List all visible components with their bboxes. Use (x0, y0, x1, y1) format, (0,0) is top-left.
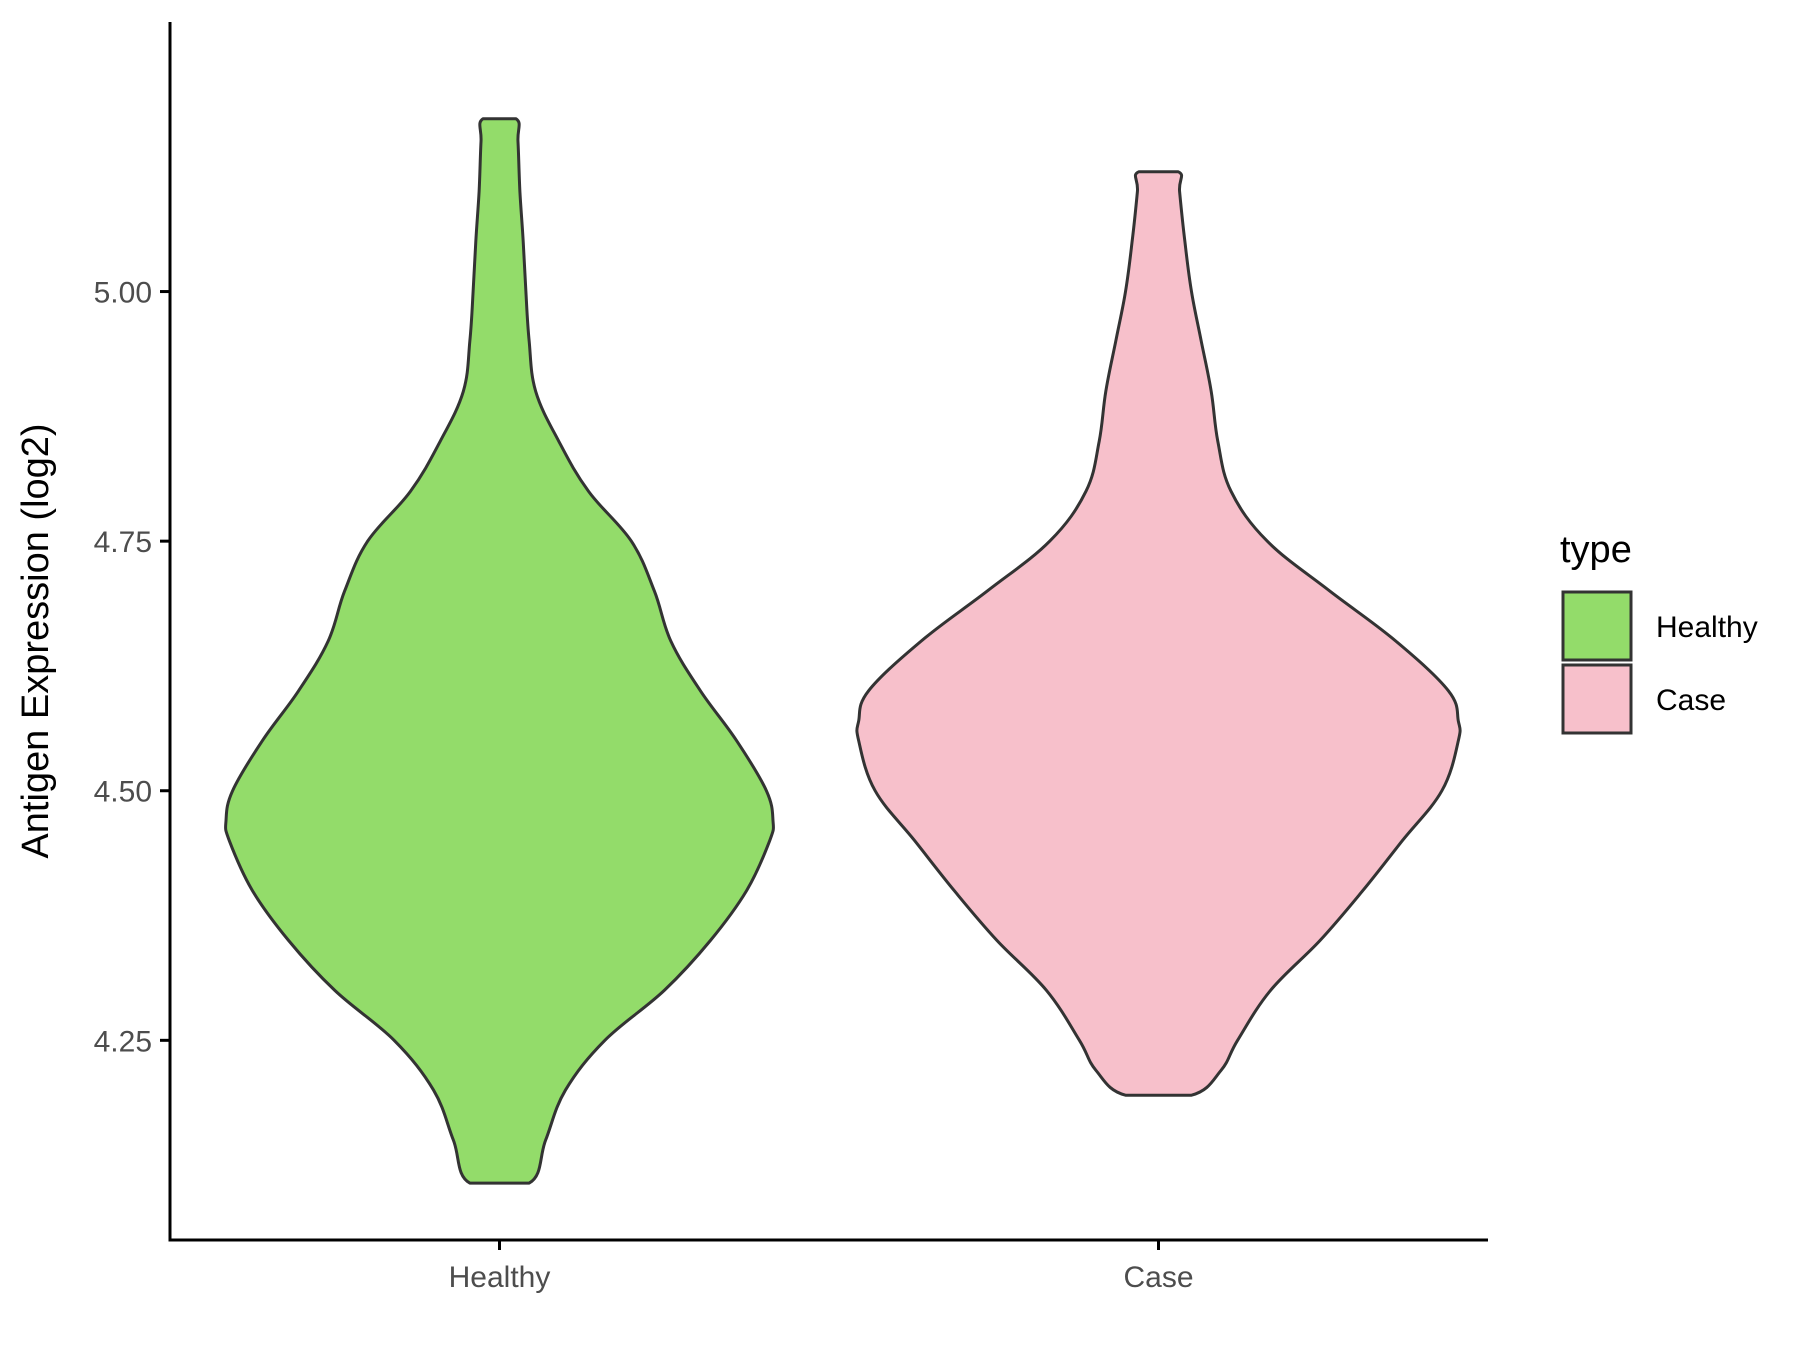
legend-key-healthy (1561, 590, 1633, 662)
y-axis-ticks: 4.25 4.50 4.75 5.00 (94, 277, 170, 1058)
legend-label-healthy: Healthy (1656, 611, 1758, 644)
violin-layer (224, 117, 1462, 1185)
axes-layer: 4.25 4.50 4.75 5.00 Healthy Case (94, 22, 1488, 1294)
x-tick-label: Case (1123, 1261, 1193, 1294)
x-tick-label: Healthy (449, 1261, 551, 1294)
x-axis-ticks: Healthy Case (449, 1240, 1194, 1294)
y-tick-label: 5.00 (94, 277, 152, 310)
y-tick-label: 4.75 (94, 526, 152, 559)
violin-healthy (224, 117, 775, 1185)
legend: type Healthy Case (1560, 529, 1758, 735)
legend-items: Healthy Case (1561, 590, 1758, 735)
y-tick-label: 4.50 (94, 776, 152, 809)
y-tick-label: 4.25 (94, 1025, 152, 1058)
y-axis-title: Antigen Expression (log2) (15, 423, 57, 858)
violin-case (855, 170, 1462, 1097)
legend-title: type (1560, 529, 1632, 571)
legend-label-case: Case (1656, 684, 1726, 717)
legend-key-case (1561, 663, 1633, 735)
